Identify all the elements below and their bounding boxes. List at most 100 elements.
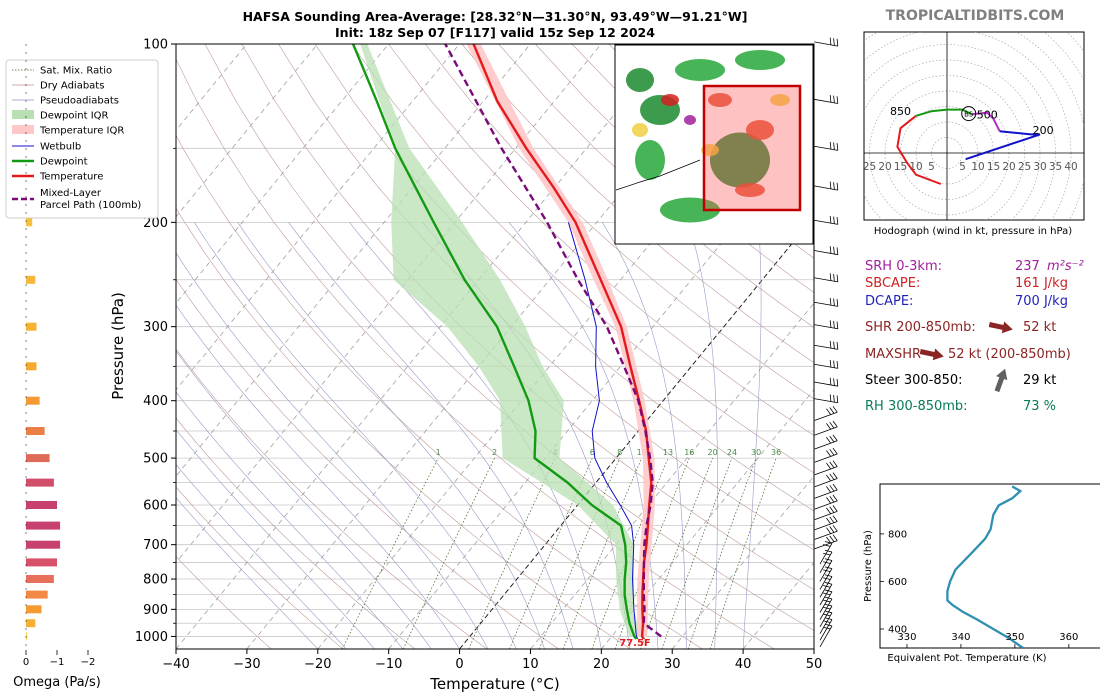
- omega-bar: [26, 501, 57, 509]
- omega-panel: 0 −1 −2 Omega (Pa/s): [13, 44, 101, 690]
- mixing-ratio-line: [614, 457, 690, 649]
- dry-adiabat-line: [314, 44, 814, 512]
- dry-adiabat-line: [176, 555, 272, 649]
- mixing-ratio-line: [640, 457, 713, 649]
- wind-barb: [814, 359, 839, 369]
- mixing-ratio-label: 36: [771, 448, 781, 457]
- pseudoadiabat-line: [602, 222, 687, 649]
- mixing-ratio-line: [402, 457, 495, 649]
- svg-text:Pseudoadiabats: Pseudoadiabats: [40, 96, 119, 107]
- wind-barb: [814, 434, 838, 450]
- sbcape-value: 161 J/kg: [1015, 276, 1068, 291]
- steer-label: Steer 300-850:: [865, 373, 963, 388]
- wind-barb: [814, 37, 839, 47]
- temperature-tick-label: 50: [806, 657, 823, 672]
- pseudoadiabat-line: [176, 429, 375, 649]
- legend-item-wetbulb: Wetbulb: [12, 142, 81, 153]
- wind-barb: [814, 420, 838, 436]
- wind-barb: [814, 472, 838, 488]
- isotherm-line: [671, 475, 814, 649]
- omega-bar: [26, 590, 48, 599]
- wind-barbs: [814, 37, 839, 647]
- wind-barb: [814, 94, 839, 104]
- hodograph-tick-label: 15: [894, 161, 907, 173]
- mixing-ratio-label: 13: [663, 448, 673, 457]
- maxshr-value: 52 kt (200-850mb): [948, 347, 1071, 362]
- omega-tick-label: 0: [23, 657, 29, 668]
- omega-bar: [26, 558, 57, 567]
- wind-barb: [814, 215, 839, 225]
- legend-item-temperature: Temperature: [12, 172, 103, 183]
- wind-barb: [819, 549, 833, 573]
- pseudoadiabat-line: [742, 222, 762, 649]
- hodograph-level-label: 500: [977, 108, 998, 121]
- pseudoadiabat-line: [176, 304, 460, 649]
- legend-item-pseudoadiabats: Pseudoadiabats: [12, 96, 119, 107]
- hodograph-segment: [971, 111, 1001, 132]
- omega-tick-label: −1: [50, 657, 65, 668]
- omega-bar: [26, 605, 42, 614]
- dry-adiabat-line: [176, 58, 775, 649]
- wind-barb: [814, 394, 839, 404]
- mixing-ratio-line: [661, 457, 733, 649]
- dcape-value: 700 J/kg: [1015, 294, 1068, 309]
- steer-arrow-icon: [994, 368, 1008, 393]
- pressure-tick-label: 400: [143, 394, 168, 409]
- hodograph-level-label: 200: [1033, 124, 1054, 137]
- pressure-tick-label: 100: [143, 38, 168, 53]
- wind-barb: [814, 246, 839, 256]
- theta-e-axes: 330 340 350 360 400 600 800: [880, 529, 1078, 648]
- dry-adiabat-line: [176, 486, 344, 649]
- hodograph-segment: [965, 130, 1041, 161]
- hodograph-labels: 850 500 200 BS: [890, 105, 1054, 137]
- rh-value: 73 %: [1023, 399, 1056, 414]
- dry-adiabat-line: [176, 207, 631, 649]
- temperature-tick-label: 0: [455, 657, 463, 672]
- temperature-tick-label: 20: [593, 657, 610, 672]
- steer-value: 29 kt: [1023, 373, 1056, 388]
- theta-e-xlabel: Equivalent Pot. Temperature (K): [887, 653, 1046, 664]
- theta-e-line: [946, 485, 1024, 648]
- wind-barb: [814, 273, 839, 283]
- chart-title: HAFSA Sounding Area-Average: [28.32°N—31…: [243, 9, 748, 24]
- dry-adiabat-line: [535, 44, 814, 293]
- srh-label: SRH 0-3km:: [865, 259, 942, 274]
- omega-bar: [26, 478, 54, 487]
- pressure-tick-label: 500: [143, 452, 168, 467]
- svg-text:Mixed-Layer: Mixed-Layer: [40, 188, 102, 199]
- omega-bar: [26, 427, 45, 435]
- wind-barb: [814, 447, 838, 463]
- isotherm-line: [530, 302, 814, 649]
- srh-value: 237: [1015, 259, 1040, 274]
- pressure-tick-label: 700: [143, 538, 168, 553]
- wind-barb: [819, 574, 833, 598]
- pseudoadiabat-line: [687, 222, 718, 649]
- dry-adiabat-line: [498, 44, 814, 328]
- omega-bar: [26, 322, 37, 331]
- wind-barb: [819, 558, 833, 582]
- mixing-ratio-label: 30: [751, 448, 761, 457]
- dcape-label: DCAPE:: [865, 294, 913, 309]
- dry-adiabat-line: [204, 44, 814, 631]
- shr-value: 52 kt: [1023, 320, 1056, 335]
- legend-item-sat-mix: Sat. Mix. Ratio: [12, 66, 112, 77]
- wind-barb: [814, 494, 838, 510]
- hodograph-tick-label: 35: [1049, 161, 1062, 173]
- omega-bar: [26, 575, 54, 583]
- legend-item-temperature-iqr: Temperature IQR: [12, 125, 124, 137]
- wind-barb: [814, 377, 839, 387]
- temperature-tick-label: 30: [664, 657, 681, 672]
- pseudoadiabat-line: [176, 391, 404, 649]
- pseudoadiabat-line: [176, 350, 432, 649]
- shr-label: SHR 200-850mb:: [865, 320, 976, 335]
- pseudoadiabat-line: [176, 497, 319, 649]
- theta-e-profile: [946, 485, 1024, 648]
- hodograph-tick-label: 30: [1033, 161, 1046, 173]
- mixing-ratio-line: [468, 457, 556, 649]
- wind-barb: [814, 297, 839, 307]
- mixing-ratio-label: 16: [684, 448, 694, 457]
- hodograph-tick-label: 40: [1064, 161, 1077, 173]
- omega-bar: [26, 632, 28, 641]
- radar-inset-map: [614, 44, 814, 245]
- mixing-ratio-line: [538, 457, 621, 649]
